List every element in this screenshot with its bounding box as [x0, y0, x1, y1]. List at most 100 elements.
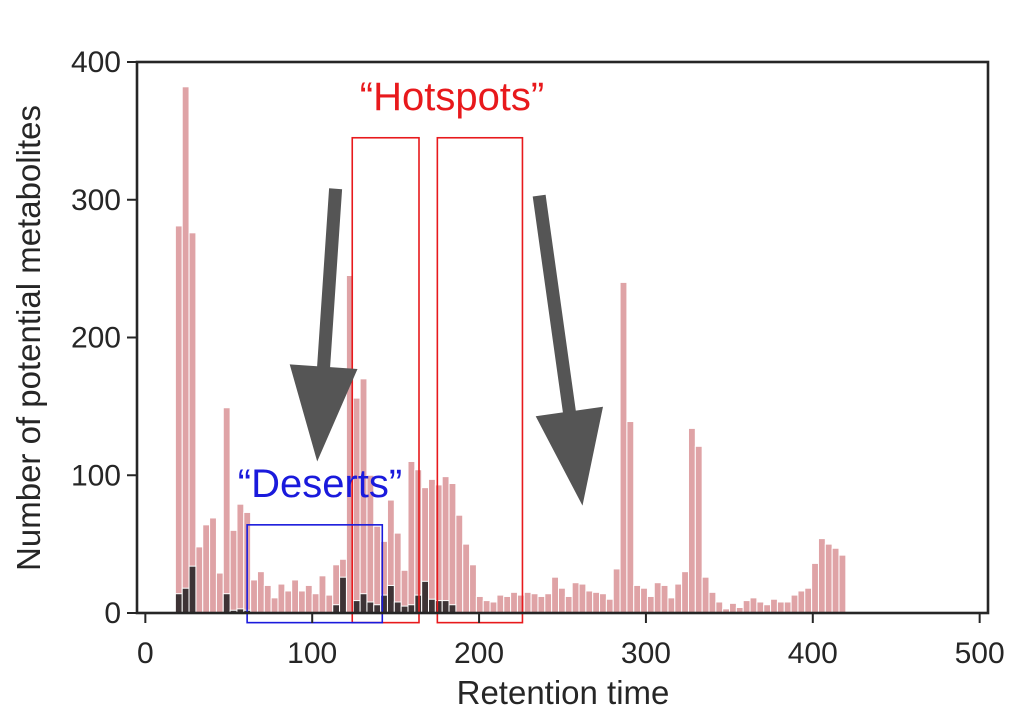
bar-all-75 — [687, 427, 696, 614]
bar-all-72 — [667, 597, 676, 614]
deserts-label: “Deserts” — [238, 462, 402, 506]
bar-all-48 — [503, 595, 512, 614]
bar-all-57 — [564, 595, 573, 614]
hotspots-label: “Hotspots” — [360, 75, 545, 119]
bar-all-9 — [236, 503, 245, 614]
bar-all-76 — [694, 445, 703, 614]
bar-all-84 — [749, 597, 758, 614]
bar-all-87 — [770, 598, 778, 614]
ticks: 0 100 200 300 400 500 0 100 200 300 400 — [71, 46, 1005, 670]
bar-all-14 — [270, 597, 279, 614]
bar-all-11 — [250, 579, 258, 614]
bar-subset-26 — [352, 600, 361, 614]
bar-all-66 — [626, 421, 635, 614]
bar-all-8 — [229, 529, 238, 614]
bar-all-46 — [489, 601, 498, 614]
bar-all-2 — [188, 232, 197, 614]
bar-all-90 — [790, 594, 799, 614]
bar-subset-36 — [421, 580, 430, 614]
bar-all-37 — [428, 478, 436, 614]
bar-all-44 — [475, 595, 484, 614]
bar-all-7 — [222, 407, 231, 614]
bar-all-56 — [558, 587, 566, 614]
y-axis-label: Number of potential metabolites — [10, 105, 47, 571]
bar-all-68 — [640, 587, 648, 614]
bar-all-89 — [783, 601, 792, 614]
bar-all-88 — [776, 601, 785, 614]
arrow-1 — [289, 188, 358, 462]
x-tick-label-400: 400 — [788, 637, 838, 670]
bar-all-50 — [516, 594, 525, 614]
bar-all-93 — [811, 562, 819, 614]
x-tick-label-300: 300 — [621, 637, 671, 670]
bar-all-94 — [817, 538, 826, 614]
x-tick-label-200: 200 — [454, 637, 504, 670]
x-tick-label-100: 100 — [287, 637, 337, 670]
arrows — [289, 188, 603, 506]
bar-all-61 — [592, 591, 601, 614]
x-tick-label-0: 0 — [137, 637, 154, 670]
bar-subset-39 — [441, 600, 450, 614]
bar-subset-7 — [222, 593, 231, 614]
y-tick-label-0: 0 — [104, 597, 121, 630]
bar-all-41 — [455, 514, 464, 614]
bar-all-70 — [653, 582, 662, 614]
bar-all-43 — [469, 564, 477, 614]
bar-subset-31 — [386, 584, 395, 614]
bar-all-67 — [633, 584, 642, 614]
bar-all-58 — [571, 582, 580, 614]
bar-subset-27 — [359, 593, 368, 614]
bar-all-16 — [284, 590, 293, 614]
bar-all-22 — [325, 594, 334, 614]
y-tick-label-400: 400 — [71, 46, 121, 79]
bar-all-62 — [599, 593, 607, 614]
bar-all-83 — [742, 600, 751, 614]
y-tick-label-300: 300 — [71, 184, 121, 217]
bar-all-19 — [304, 584, 313, 614]
bar-all-17 — [291, 579, 300, 614]
bar-all-63 — [605, 598, 614, 614]
bar-all-4 — [202, 524, 211, 614]
bar-all-38 — [434, 484, 443, 614]
arrow-2 — [532, 194, 603, 506]
bar-all-91 — [797, 590, 806, 614]
bar-all-74 — [681, 571, 689, 614]
bar-all-49 — [510, 591, 518, 614]
bar-all-3 — [195, 546, 204, 614]
bar-all-18 — [298, 590, 306, 614]
bar-all-71 — [660, 584, 669, 614]
x-tick-label-500: 500 — [955, 637, 1005, 670]
bar-all-39 — [441, 476, 450, 614]
bar-subset-2 — [188, 565, 197, 614]
bar-all-51 — [523, 591, 532, 614]
bar-all-5 — [209, 517, 217, 614]
bar-all-21 — [318, 575, 327, 614]
bar-all-96 — [831, 547, 840, 614]
bar-all-53 — [537, 595, 546, 614]
bar-all-55 — [551, 576, 559, 614]
bar-all-69 — [646, 595, 655, 614]
bar-all-52 — [530, 593, 539, 614]
bar-all-0 — [174, 225, 183, 614]
bar-all-1 — [181, 86, 190, 614]
x-axis-label: Retention time — [457, 674, 670, 711]
bar-all-79 — [715, 601, 724, 614]
bar-all-64 — [612, 568, 621, 614]
y-tick-label-200: 200 — [71, 322, 121, 355]
bar-all-20 — [311, 593, 320, 614]
bar-all-45 — [482, 600, 491, 614]
y-tick-label-100: 100 — [71, 459, 121, 492]
bar-all-65 — [619, 281, 628, 614]
bar-subset-28 — [366, 601, 375, 614]
bars-subset — [174, 565, 457, 614]
bar-subset-0 — [174, 593, 183, 614]
bars-all-metabolites — [174, 86, 847, 614]
bar-all-15 — [277, 583, 286, 614]
bar-subset-37 — [428, 598, 436, 614]
bar-all-85 — [756, 601, 765, 614]
bar-all-73 — [674, 583, 683, 614]
desert-box-1 — [246, 524, 384, 624]
bar-all-59 — [578, 583, 587, 614]
bar-subset-24 — [339, 576, 347, 614]
